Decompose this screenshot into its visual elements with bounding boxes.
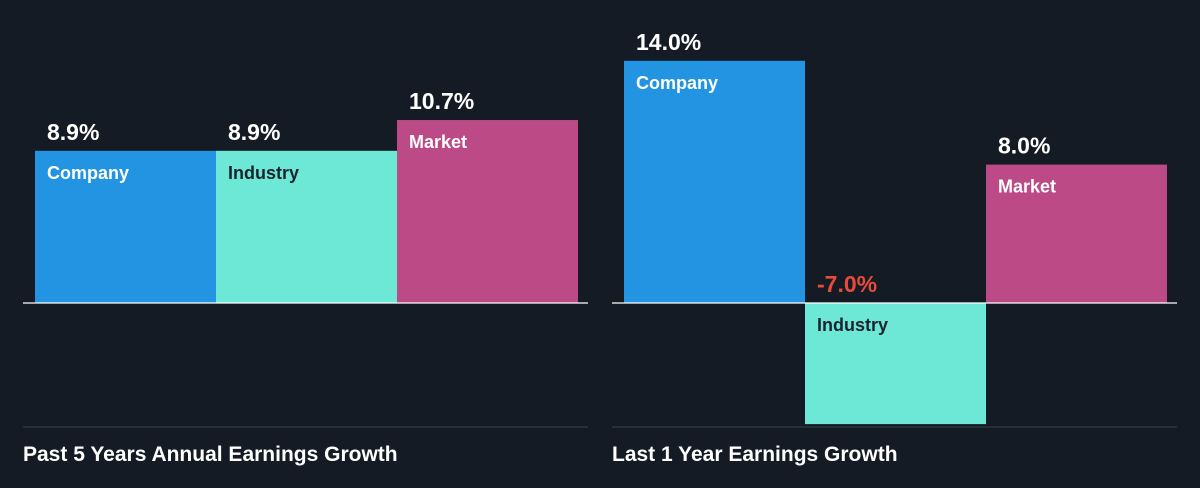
- last-1-year-bar-industry: [805, 303, 986, 425]
- last-1-year-value-label-industry: -7.0%: [817, 271, 877, 297]
- last-1-year-chart: Company 14.0% Industry -7.0% Market 8.0%: [612, 29, 1177, 428]
- last-1-year-value-label-company: 14.0%: [636, 29, 701, 55]
- last-1-year-bar-label-market: Market: [998, 177, 1056, 197]
- last-1-year-value-label-market: 8.0%: [998, 133, 1050, 159]
- past-5-years-bar-label-industry: Industry: [228, 163, 299, 183]
- last-1-year-bar-label-industry: Industry: [817, 315, 888, 335]
- past-5-years-bar-company: [35, 150, 216, 303]
- past-5-years-value-label-industry: 8.9%: [228, 119, 280, 145]
- last-1-year-bar-market: [986, 164, 1167, 303]
- past-5-years-bar-industry: [216, 150, 397, 303]
- last-1-year-bar-company: [624, 60, 805, 303]
- past-5-years-value-label-company: 8.9%: [47, 119, 99, 145]
- last-1-year-bar-label-company: Company: [636, 73, 718, 93]
- past-5-years-chart: Company 8.9% Industry 8.9% Market 10.7%: [23, 88, 588, 428]
- past-5-years-value-label-market: 10.7%: [409, 88, 474, 114]
- chart-title-last-1-year: Last 1 Year Earnings Growth: [612, 443, 898, 466]
- past-5-years-bar-label-market: Market: [409, 132, 467, 152]
- chart-title-past-5-years: Past 5 Years Annual Earnings Growth: [23, 443, 398, 466]
- past-5-years-bar-market: [397, 120, 578, 303]
- past-5-years-bar-label-company: Company: [47, 163, 129, 183]
